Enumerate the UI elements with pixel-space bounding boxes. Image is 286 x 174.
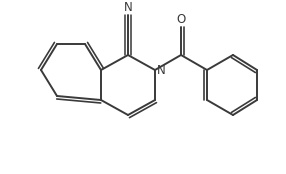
Text: O: O — [176, 13, 186, 26]
Text: N: N — [157, 65, 166, 77]
Text: N: N — [124, 1, 132, 14]
